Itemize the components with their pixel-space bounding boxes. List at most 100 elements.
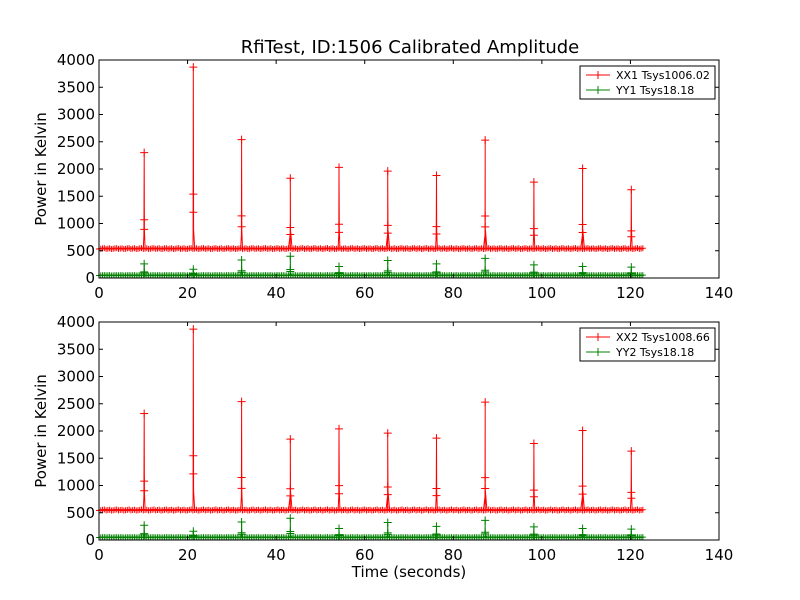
spike-point [335,220,344,229]
data-point [639,272,646,279]
spike-point [627,531,636,540]
y-axis-label: Power in Kelvin [32,374,50,488]
legend-marker [594,333,602,341]
x-tick-label: 0 [94,546,104,564]
legend-marker [594,348,602,356]
y-tick-label: 4000 [57,51,95,69]
spike-point [286,267,295,276]
spike-point [383,221,392,230]
spike-point [335,531,344,540]
legend-label: XX2 Tsys1008.66 [616,331,710,344]
spike-point [286,514,295,523]
spike-point [432,259,441,268]
spike-point [140,225,149,234]
spike-point [627,494,636,503]
x-axis-label: Time (seconds) [351,563,467,581]
spike-point [140,148,149,157]
spike-point [481,136,490,145]
spike-point [286,223,295,232]
series-2 [96,514,646,541]
spike-point [140,521,149,530]
spike-point [140,530,149,539]
spike-point [237,256,246,265]
legend-marker [594,71,602,79]
spike-point [481,398,490,407]
legend: XX2 Tsys1008.66 YY2 Tsys18.18 [579,327,716,362]
y-tick-label: 2000 [57,422,95,440]
spike-point [237,268,246,277]
legend-label: XX1 Tsys1006.02 [616,69,710,82]
spike-point [237,222,246,231]
x-tick-label: 140 [705,546,734,564]
spike-point [383,482,392,491]
x-tick-label: 140 [705,284,734,302]
spike-point [529,439,538,448]
spike-point [335,481,344,490]
spike-point [189,190,198,199]
chart-panel-bottom: 0 20 40 60 80 100 120 140 0 500 1000 1500 2000 2500 30… [32,313,733,581]
legend-box [579,65,716,100]
spike-point [335,489,344,498]
spike-point [529,269,538,278]
spike-point [189,208,198,217]
spike-point [578,531,587,540]
x-tick-label: 80 [444,546,463,564]
spike-point [578,269,587,278]
y-tick-label: 0 [85,269,95,287]
spike-point [237,397,246,406]
spike-point [286,174,295,183]
spike-point [432,522,441,531]
spike-point [578,482,587,491]
series-2 [96,252,646,279]
legend-box [579,327,716,362]
spike-point [383,518,392,527]
spike-point [237,211,246,220]
spike-point [578,490,587,499]
spike-point [432,434,441,443]
legend: XX1 Tsys1006.02 YY1 Tsys18.18 [579,65,716,100]
spike-point [432,491,441,500]
spike-point [481,267,490,276]
legend-marker [594,86,602,94]
spike-point [189,451,198,460]
spike-point [627,269,636,278]
x-tick-label: 0 [94,284,104,302]
spike-point [189,270,198,279]
spike-point [383,229,392,238]
spike-point [335,424,344,433]
spike-point [481,473,490,482]
spike-point [383,429,392,438]
series-1 [96,63,646,253]
legend-label: YY1 Tsys18.18 [615,84,694,97]
spike-point [432,171,441,180]
spike-point [529,531,538,540]
spike-point [335,269,344,278]
spike-point [140,409,149,418]
y-tick-label: 500 [66,242,95,260]
figure-title: RfiTest, ID:1506 Calibrated Amplitude [241,37,579,58]
x-tick-label: 120 [616,546,645,564]
spike-point [432,229,441,238]
series-line [98,329,643,512]
spike-point [627,232,636,241]
y-tick-label: 1000 [57,215,95,233]
data-point [639,506,646,513]
series-1 [96,325,646,514]
legend-label: YY2 Tsys18.18 [615,346,694,359]
x-tick-label: 20 [178,546,197,564]
y-tick-label: 0 [85,531,95,549]
y-tick-label: 3000 [57,106,95,124]
x-tick-label: 60 [355,284,374,302]
spike-point [578,426,587,435]
x-tick-label: 100 [528,546,557,564]
x-tick-label: 100 [528,284,557,302]
data-point [639,245,646,252]
spike-point [140,268,149,277]
spike-point [383,256,392,265]
spike-point [286,252,295,261]
y-tick-label: 1000 [57,477,95,495]
spike-point [237,473,246,482]
spike-point [189,532,198,541]
y-axis-label: Power in Kelvin [32,112,50,226]
spike-point [383,167,392,176]
